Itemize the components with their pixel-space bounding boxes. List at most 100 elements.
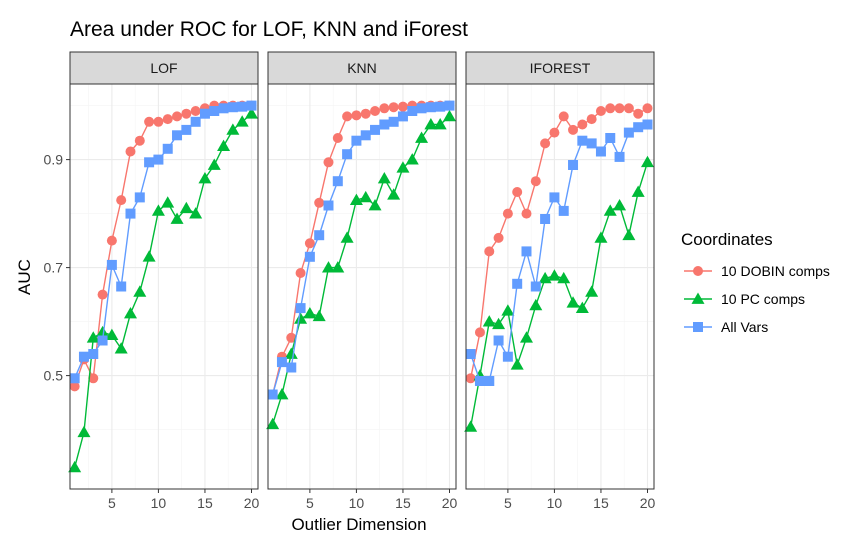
x-tick-label: 15 — [395, 495, 411, 511]
x-tick-label: 5 — [504, 495, 512, 511]
data-point — [603, 204, 617, 216]
data-point — [512, 187, 523, 197]
data-point — [295, 268, 306, 278]
data-point — [96, 325, 110, 338]
data-point — [286, 362, 297, 373]
data-point — [142, 250, 156, 262]
data-point — [622, 228, 636, 241]
data-point — [303, 307, 317, 319]
data-point — [189, 207, 203, 219]
data-point — [529, 298, 543, 311]
panel-iforest: IFOREST 5 10 15 20 — [464, 51, 655, 511]
data-point — [284, 347, 298, 359]
data-point — [162, 143, 173, 154]
data-point — [623, 127, 634, 138]
legend-key-marker — [693, 322, 703, 332]
data-point — [397, 111, 408, 122]
data-point — [153, 116, 164, 127]
data-point — [510, 358, 524, 370]
data-point — [613, 199, 627, 211]
data-point — [227, 102, 238, 113]
data-point — [275, 388, 289, 400]
data-point — [464, 420, 478, 432]
data-point — [161, 196, 175, 208]
data-point — [501, 304, 515, 316]
data-point — [172, 111, 183, 122]
x-tick-label: 10 — [151, 495, 167, 511]
data-point — [623, 103, 634, 114]
data-point — [360, 130, 371, 141]
data-point — [144, 116, 155, 127]
data-point — [474, 376, 485, 386]
y-tick-label: 0.9 — [44, 152, 64, 168]
y-axis-title: AUC — [15, 259, 34, 295]
data-point — [549, 127, 560, 138]
data-point — [351, 110, 362, 121]
legend-label: 10 DOBIN comps — [721, 263, 830, 279]
data-point — [558, 111, 569, 122]
data-point — [577, 135, 588, 146]
data-point — [605, 103, 616, 114]
data-point — [244, 107, 258, 119]
data-point — [521, 246, 532, 257]
data-point — [235, 115, 249, 127]
data-point — [633, 108, 644, 119]
data-point — [340, 231, 354, 243]
data-point — [594, 231, 608, 243]
facet-panels: LOF 5 10 15 20 0.5 0.7 0.9 KNN 5 10 15 20 IFOREST 5 10 1… — [44, 51, 655, 511]
data-point — [631, 185, 645, 197]
data-point — [568, 124, 579, 135]
data-point — [246, 100, 257, 111]
legend-key-marker — [691, 292, 705, 304]
data-point — [633, 122, 644, 133]
data-point — [217, 139, 231, 151]
data-point — [484, 246, 495, 257]
data-point — [642, 119, 653, 130]
x-tick-label: 20 — [244, 495, 260, 511]
data-point — [170, 212, 184, 224]
data-point — [595, 106, 606, 116]
data-point — [105, 328, 119, 340]
legend-label: All Vars — [721, 319, 768, 335]
data-point — [179, 201, 193, 214]
data-point — [465, 373, 476, 384]
facet-strip — [267, 51, 457, 85]
data-point — [190, 116, 201, 127]
data-point — [78, 351, 89, 362]
data-point — [502, 351, 513, 362]
data-point — [331, 261, 345, 273]
data-point — [377, 172, 391, 184]
data-point — [585, 285, 599, 297]
legend-title: Coordinates — [681, 230, 773, 249]
data-point — [557, 271, 571, 284]
data-point — [415, 131, 429, 143]
data-point — [360, 108, 371, 119]
data-point — [530, 176, 541, 187]
panel-border — [267, 83, 457, 490]
data-point — [151, 204, 165, 216]
legend-label: 10 PC comps — [721, 291, 805, 307]
data-point — [304, 238, 315, 249]
data-point — [190, 106, 201, 116]
data-point — [530, 281, 541, 292]
data-point — [69, 373, 80, 384]
data-point — [323, 200, 334, 211]
x-tick-label: 5 — [306, 495, 314, 511]
legend-items: 10 DOBIN comps 10 PC comps All Vars — [684, 263, 830, 335]
data-point — [294, 312, 308, 324]
x-tick-label: 5 — [108, 495, 116, 511]
data-point — [88, 349, 99, 359]
data-point — [314, 230, 325, 241]
data-point — [134, 135, 145, 146]
panel-background — [466, 84, 654, 489]
data-point — [359, 190, 373, 203]
data-point — [88, 373, 99, 384]
legend: Coordinates 10 DOBIN comps 10 PC comps All… — [681, 230, 830, 335]
data-point — [388, 102, 399, 113]
data-point — [444, 100, 455, 111]
data-point — [549, 192, 560, 203]
data-point — [266, 417, 280, 430]
data-point — [465, 349, 476, 359]
data-point — [388, 116, 399, 127]
